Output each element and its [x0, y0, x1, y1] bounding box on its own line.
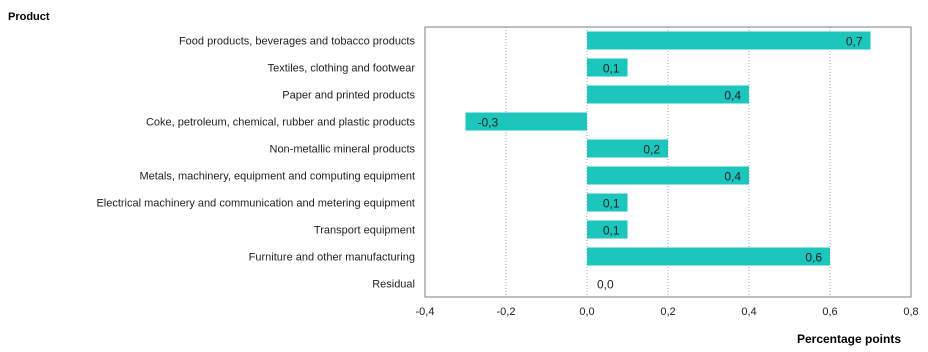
category-labels: Food products, beverages and tobacco pro… — [96, 36, 415, 291]
data-label: 0,4 — [724, 170, 741, 184]
category-label: Metals, machinery, equipment and computi… — [139, 171, 415, 183]
bar — [587, 139, 668, 158]
x-tick-label: 0,4 — [741, 306, 756, 318]
x-tick-label: 0,8 — [903, 306, 918, 318]
data-label: 0,4 — [724, 89, 741, 103]
bar — [587, 193, 628, 212]
data-label: 0,0 — [597, 278, 614, 292]
category-label: Paper and printed products — [282, 90, 415, 102]
bars — [465, 31, 871, 266]
data-label: 0,6 — [805, 251, 822, 265]
category-label: Residual — [372, 279, 415, 291]
bar — [465, 112, 587, 131]
x-tick-labels: -0,4 -0,2 0,0 0,2 0,4 0,6 0,8 — [416, 306, 919, 318]
data-label: 0,1 — [603, 197, 620, 211]
data-label: 0,2 — [643, 143, 660, 157]
category-label: Non-metallic mineral products — [270, 144, 416, 156]
data-label: 0,7 — [846, 35, 863, 49]
category-label: Electrical machinery and communication a… — [96, 198, 415, 210]
data-label: 0,1 — [603, 224, 620, 238]
x-tick-label: -0,2 — [497, 306, 516, 318]
data-label: -0,3 — [478, 116, 499, 130]
bar — [587, 220, 628, 239]
x-tick-label: 0,0 — [579, 306, 594, 318]
bar — [587, 247, 830, 266]
category-label: Furniture and other manufacturing — [249, 252, 415, 264]
x-axis-title: Percentage points — [797, 332, 901, 346]
category-label: Food products, beverages and tobacco pro… — [179, 36, 416, 48]
category-label: Coke, petroleum, chemical, rubber and pl… — [146, 117, 416, 129]
data-label: 0,1 — [603, 62, 620, 76]
x-tick-label: 0,2 — [660, 306, 675, 318]
y-axis-title: Product — [8, 11, 50, 23]
plot-frame — [424, 26, 912, 298]
x-tick-label: 0,6 — [822, 306, 837, 318]
bar — [587, 31, 871, 50]
category-label: Textiles, clothing and footwear — [268, 63, 416, 75]
bar — [587, 58, 628, 77]
data-labels: 0,7 0,1 0,4 -0,3 0,2 0,4 0,1 0,1 0,6 0,0 — [478, 35, 863, 292]
category-label: Transport equipment — [314, 225, 415, 237]
x-tick-label: -0,4 — [416, 306, 435, 318]
bar — [587, 166, 749, 185]
bar — [587, 85, 749, 104]
